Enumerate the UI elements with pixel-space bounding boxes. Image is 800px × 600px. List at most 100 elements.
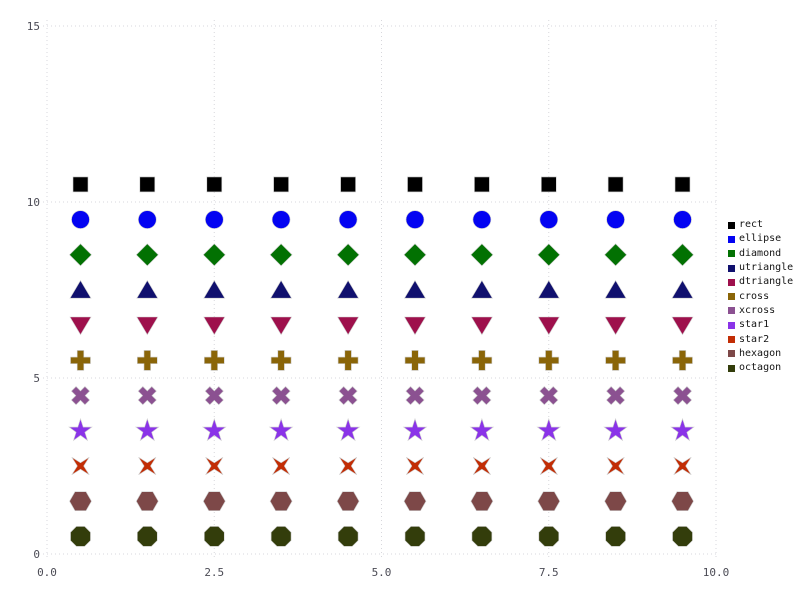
marker-utriangle — [136, 279, 159, 299]
marker-octagon — [337, 526, 359, 547]
marker-dtriangle — [337, 316, 360, 336]
marker-hexagon — [604, 491, 627, 512]
marker-ellipse — [472, 210, 492, 229]
legend-label: ellipse — [739, 233, 782, 245]
marker-utriangle — [203, 279, 226, 299]
marker-hexagon — [671, 491, 694, 512]
legend-label: star2 — [739, 333, 770, 345]
legend-swatch-icon — [728, 307, 735, 315]
legend-item-utriangle: utriangle — [728, 261, 793, 275]
marker-star2 — [138, 457, 157, 475]
legend-item-dtriangle: dtriangle — [728, 275, 793, 289]
legend-label: utriangle — [739, 262, 794, 274]
legend-swatch-icon — [728, 235, 735, 243]
marker-star1 — [603, 417, 628, 442]
marker-star1 — [469, 417, 495, 442]
marker-xcross — [472, 386, 492, 406]
marker-xcross — [137, 386, 157, 406]
legend-label: xcross — [739, 304, 776, 316]
marker-cross — [137, 350, 158, 371]
legend-label: star1 — [739, 319, 770, 331]
marker-star2 — [339, 457, 358, 475]
marker-star2 — [272, 457, 291, 475]
marker-star1 — [201, 417, 227, 442]
legend-swatch-icon — [728, 221, 735, 229]
marker-utriangle — [470, 279, 493, 299]
marker-ellipse — [338, 210, 358, 229]
x-tick-label: 2.5 — [204, 566, 224, 579]
marker-rect — [340, 176, 356, 193]
marker-ellipse — [539, 210, 559, 229]
marker-octagon — [204, 526, 225, 547]
legend-item-star2: star2 — [728, 332, 793, 346]
legend-swatch-icon — [728, 364, 735, 372]
marker-hexagon — [135, 491, 159, 512]
marker-octagon — [137, 526, 158, 547]
marker-cross — [337, 350, 359, 371]
marker-rect — [139, 176, 156, 193]
marker-rect — [273, 176, 289, 193]
marker-diamond — [269, 243, 293, 267]
x-tick-label: 5.0 — [372, 566, 392, 579]
marker-utriangle — [69, 279, 92, 299]
marker-cross — [404, 350, 426, 371]
marker-rect — [607, 176, 624, 193]
marker-rect — [407, 176, 423, 193]
marker-star2 — [205, 457, 224, 475]
marker-utriangle — [337, 279, 360, 299]
marker-ellipse — [606, 210, 625, 229]
marker-star1 — [335, 417, 361, 442]
y-tick-label: 5 — [33, 372, 40, 385]
marker-dtriangle — [136, 316, 159, 336]
legend-item-diamond: diamond — [728, 247, 793, 261]
marker-cross — [270, 350, 292, 371]
marker-cross — [471, 350, 493, 371]
marker-star2 — [539, 457, 558, 475]
marker-dtriangle — [203, 316, 226, 336]
legend-swatch-icon — [728, 250, 735, 258]
x-tick-label: 10.0 — [703, 566, 730, 579]
legend-label: diamond — [739, 247, 782, 259]
marker-star2 — [673, 457, 692, 475]
legend-swatch-icon — [728, 321, 735, 329]
marker-xcross — [70, 386, 91, 406]
marker-rect — [72, 176, 89, 193]
marker-ellipse — [137, 210, 157, 229]
marker-hexagon — [269, 491, 293, 512]
x-tick-label: 0.0 — [37, 566, 57, 579]
legend: rect ellipse diamond utriangle dtriangle cros… — [728, 218, 793, 375]
legend-swatch-icon — [728, 293, 735, 301]
marker-dtriangle — [537, 316, 560, 336]
marker-cross — [70, 350, 91, 371]
marker-octagon — [538, 526, 560, 547]
legend-swatch-icon — [728, 264, 735, 272]
marker-ellipse — [271, 210, 291, 229]
marker-octagon — [471, 526, 493, 547]
legend-item-cross: cross — [728, 289, 793, 303]
marker-dtriangle — [470, 316, 493, 336]
marker-utriangle — [604, 279, 627, 299]
marker-rect — [474, 176, 490, 193]
marker-octagon — [605, 526, 626, 547]
marker-hexagon — [403, 491, 427, 512]
marker-cross — [204, 350, 225, 371]
marker-hexagon — [537, 491, 561, 512]
legend-label: cross — [739, 290, 770, 302]
legend-item-star1: star1 — [728, 318, 793, 332]
marker-ellipse — [71, 210, 90, 229]
legend-item-rect: rect — [728, 218, 793, 232]
y-tick-label: 0 — [33, 548, 40, 561]
marker-diamond — [336, 243, 360, 267]
marker-rect — [540, 176, 557, 193]
marker-star2 — [606, 457, 625, 475]
marker-star2 — [472, 457, 491, 475]
marker-xcross — [204, 386, 224, 406]
marker-octagon — [672, 526, 693, 547]
marker-star1 — [268, 417, 294, 442]
marker-utriangle — [270, 279, 293, 299]
marker-xcross — [338, 386, 358, 406]
legend-item-xcross: xcross — [728, 304, 793, 318]
legend-swatch-icon — [728, 336, 735, 344]
legend-item-octagon: octagon — [728, 361, 793, 375]
